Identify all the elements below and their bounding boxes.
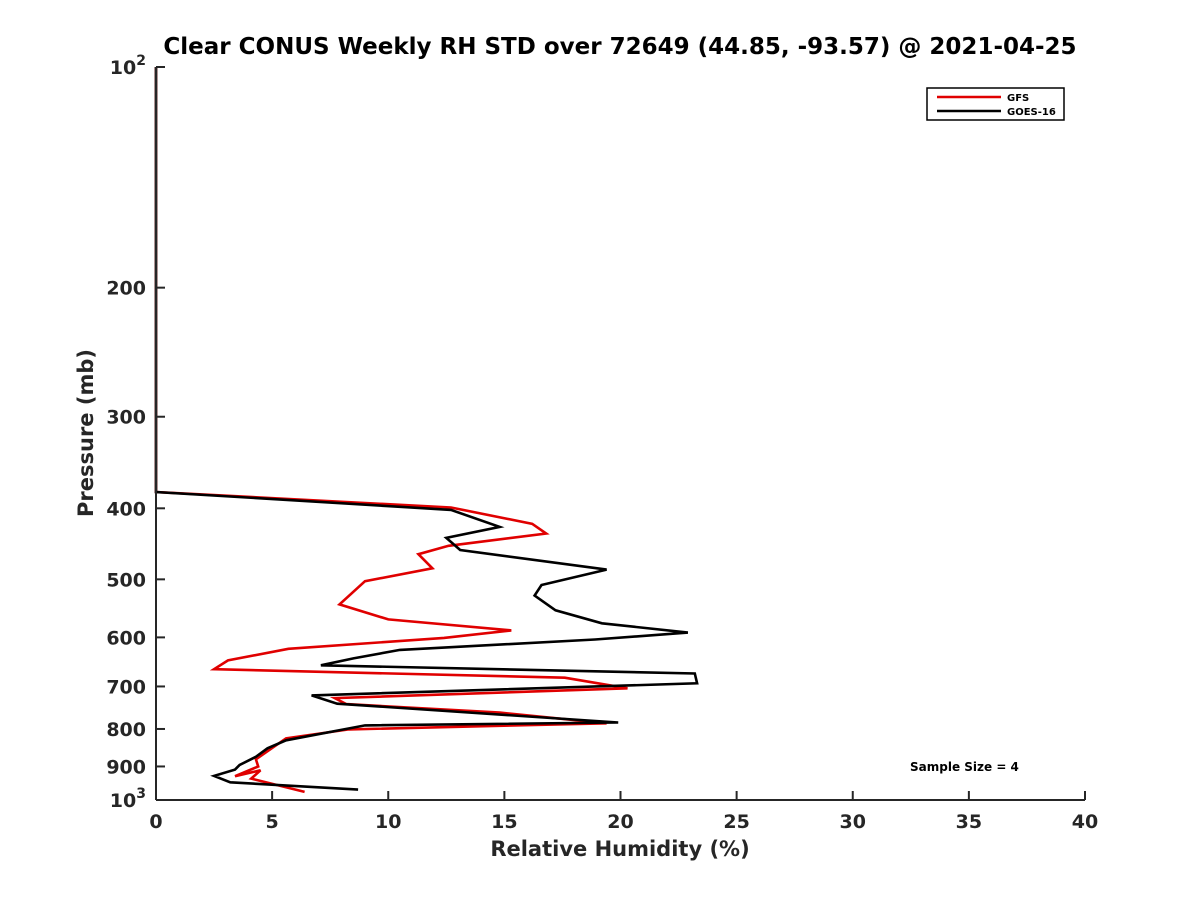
- y-tick-label: 900: [106, 756, 146, 778]
- y-tick-label: 600: [106, 627, 146, 649]
- y-tick-label: 103: [110, 786, 146, 812]
- x-tick-label: 35: [956, 811, 982, 833]
- series-line-goes16: [154, 67, 699, 791]
- x-tick-label: 10: [375, 811, 401, 833]
- legend-label-gfs: GFS: [1007, 93, 1029, 104]
- legend-box: [926, 87, 1065, 121]
- y-tick-label: 700: [106, 676, 146, 698]
- plot-area: 0 5 10 15 20 25 30 35 40 102 200 300 400 500 600 700 80…: [106, 53, 1098, 833]
- y-tick-label: 300: [106, 407, 146, 429]
- x-tick-label: 0: [149, 811, 162, 833]
- y-tick-label: 400: [106, 498, 146, 520]
- x-axis-label: Relative Humidity (%): [490, 837, 749, 861]
- x-tick-label: 25: [723, 811, 749, 833]
- y-tick-label: 800: [106, 719, 146, 741]
- y-tick-label: 102: [110, 53, 146, 79]
- y-tick-label: 500: [106, 569, 146, 591]
- y-axis-label: Pressure (mb): [74, 349, 98, 517]
- series-line-gfs: [154, 67, 628, 794]
- chart-title: Clear CONUS Weekly RH STD over 72649 (44…: [163, 34, 1076, 60]
- y-tick-label: 200: [106, 278, 146, 300]
- legend: GFS GOES-16: [926, 87, 1065, 121]
- series-layer: [154, 67, 699, 794]
- x-tick-label: 5: [266, 811, 279, 833]
- legend-label-goes16: GOES-16: [1007, 107, 1056, 118]
- x-tick-label: 30: [840, 811, 866, 833]
- x-tick-label: 20: [607, 811, 633, 833]
- x-tick-label: 15: [491, 811, 517, 833]
- y-ticks: 102 200 300 400 500 600 700 800 900 103: [106, 53, 165, 812]
- sample-size-annotation: Sample Size = 4: [910, 760, 1019, 774]
- x-ticks: 0 5 10 15 20 25 30 35 40: [149, 791, 1098, 833]
- x-tick-label: 40: [1072, 811, 1098, 833]
